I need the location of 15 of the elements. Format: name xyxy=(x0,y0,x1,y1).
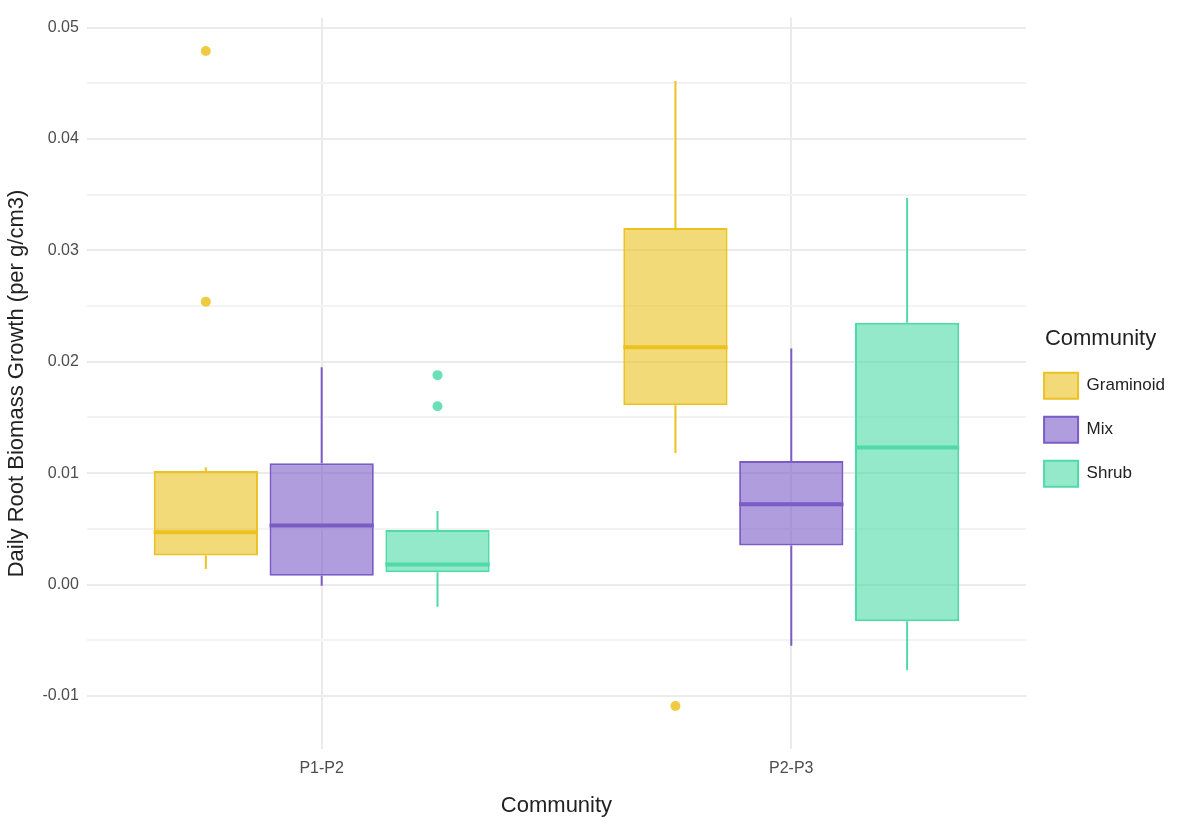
legend-label: Mix xyxy=(1086,419,1114,439)
y-tick-label: 0.04 xyxy=(47,129,79,147)
y-tick-label: 0.03 xyxy=(47,240,79,258)
x-axis-title: Community xyxy=(500,791,613,817)
y-tick-label: -0.01 xyxy=(42,686,79,704)
y-axis-title: Daily Root Biomass Growth (per g/cm3) xyxy=(3,189,29,578)
x-tick-label: P1-P2 xyxy=(299,759,345,777)
y-tick-label: 0.05 xyxy=(47,18,79,36)
legend-title: Community xyxy=(1044,325,1157,351)
legend-label: Shrub xyxy=(1086,463,1132,483)
x-tick-label: P2-P3 xyxy=(769,759,814,777)
y-tick-label: 0.02 xyxy=(47,352,79,370)
y-tick-label: 0.01 xyxy=(47,463,79,481)
y-tick-label: 0.00 xyxy=(47,574,79,592)
legend-label: Graminoid xyxy=(1086,375,1165,395)
